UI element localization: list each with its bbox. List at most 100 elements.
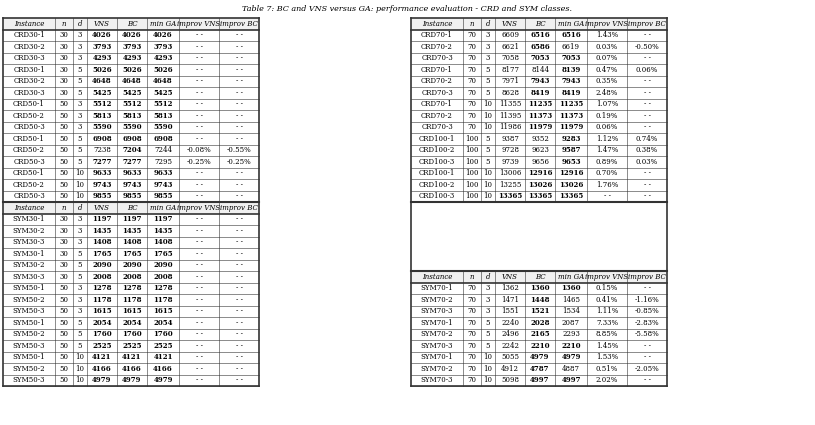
Text: SYM50-2: SYM50-2 [13,296,46,304]
Text: 0.06%: 0.06% [636,66,659,74]
Text: CRD70-1: CRD70-1 [421,66,453,74]
Text: - -: - - [196,342,202,350]
Text: improv VNS: improv VNS [585,20,628,28]
Text: -2.83%: -2.83% [635,319,659,327]
Text: 10: 10 [483,123,492,131]
Text: 13026: 13026 [528,181,553,189]
Text: - -: - - [196,353,202,361]
Text: CRD30-1: CRD30-1 [13,66,45,74]
Text: 11373: 11373 [528,112,552,120]
Text: 3: 3 [486,54,490,62]
Text: - -: - - [196,77,202,85]
Text: 5: 5 [486,158,491,166]
Text: BC: BC [535,20,545,28]
Text: 3: 3 [77,31,82,39]
Text: 5: 5 [77,135,82,143]
Text: 8139: 8139 [562,66,580,74]
Text: 10: 10 [76,353,85,361]
Text: - -: - - [644,353,650,361]
Text: 2008: 2008 [153,273,173,281]
Text: 2525: 2525 [122,342,142,350]
Text: 1.47%: 1.47% [596,146,619,154]
Text: - -: - - [236,215,243,223]
Text: 2008: 2008 [122,273,142,281]
Text: -0.50%: -0.50% [635,43,659,51]
Text: 13006: 13006 [499,169,521,177]
Text: 4121: 4121 [92,353,112,361]
Text: 9855: 9855 [153,192,173,200]
Text: 6609: 6609 [501,31,519,39]
Text: 50: 50 [59,169,68,177]
Text: 13365: 13365 [559,192,583,200]
Text: improv BC: improv BC [220,20,258,28]
Text: 2090: 2090 [153,261,173,269]
Text: 5512: 5512 [92,100,112,108]
Text: - -: - - [196,284,202,292]
Text: CRD50-2: CRD50-2 [13,112,45,120]
Text: 70: 70 [468,342,477,350]
Text: 100: 100 [465,181,478,189]
Text: 5: 5 [77,319,82,327]
Text: 70: 70 [468,77,477,85]
Text: 0.07%: 0.07% [596,54,619,62]
Text: 9387: 9387 [501,135,519,143]
Text: 12916: 12916 [559,169,584,177]
Text: - -: - - [644,181,650,189]
Text: - -: - - [236,319,243,327]
Text: 7204: 7204 [122,146,142,154]
Text: 11235: 11235 [528,100,552,108]
Text: min GA: min GA [150,20,176,28]
Text: 12916: 12916 [528,169,553,177]
Text: 30: 30 [59,66,68,74]
Text: BC: BC [126,204,137,212]
Text: 5: 5 [77,330,82,338]
Text: 7058: 7058 [501,54,519,62]
Text: 100: 100 [465,158,478,166]
Text: 5: 5 [77,273,82,281]
Text: 3: 3 [486,284,490,292]
Text: - -: - - [236,100,243,108]
Text: 0.41%: 0.41% [596,296,619,304]
Text: - -: - - [644,169,650,177]
Text: - -: - - [196,54,202,62]
Text: 1.76%: 1.76% [596,181,619,189]
Text: 3: 3 [77,43,82,51]
Text: 8628: 8628 [501,89,519,97]
Text: 3: 3 [77,100,82,108]
Text: 7971: 7971 [501,77,519,85]
Text: 4121: 4121 [153,353,173,361]
Text: 1.11%: 1.11% [596,307,619,315]
Text: CRD50-2: CRD50-2 [13,181,45,189]
Text: 9623: 9623 [531,146,549,154]
Text: 2496: 2496 [501,330,519,338]
Text: 4648: 4648 [153,77,173,85]
Text: 9743: 9743 [122,181,142,189]
Text: 1278: 1278 [122,284,142,292]
Text: 50: 50 [59,284,68,292]
Text: improv VNS: improv VNS [178,20,221,28]
Text: - -: - - [196,100,202,108]
Text: 2087: 2087 [562,319,580,327]
Text: 5813: 5813 [153,112,173,120]
Text: - -: - - [196,319,202,327]
Text: 5: 5 [77,250,82,258]
Text: SYM70-1: SYM70-1 [421,353,453,361]
Text: 10: 10 [76,181,85,189]
Text: 5813: 5813 [122,112,142,120]
Text: 4648: 4648 [122,77,142,85]
Text: 9587: 9587 [562,146,581,154]
Text: - -: - - [644,192,650,200]
Text: 5: 5 [486,342,491,350]
Text: 10: 10 [483,376,492,384]
Text: improv VNS: improv VNS [178,204,221,212]
Text: 30: 30 [59,227,68,235]
Text: 2210: 2210 [531,342,550,350]
Text: 5055: 5055 [501,353,519,361]
Text: 13365: 13365 [498,192,522,200]
Text: - -: - - [644,31,650,39]
Text: 8419: 8419 [562,89,581,97]
Text: CRD30-1: CRD30-1 [13,31,45,39]
Text: 5425: 5425 [153,89,173,97]
Text: - -: - - [196,250,202,258]
Text: 1471: 1471 [501,296,519,304]
